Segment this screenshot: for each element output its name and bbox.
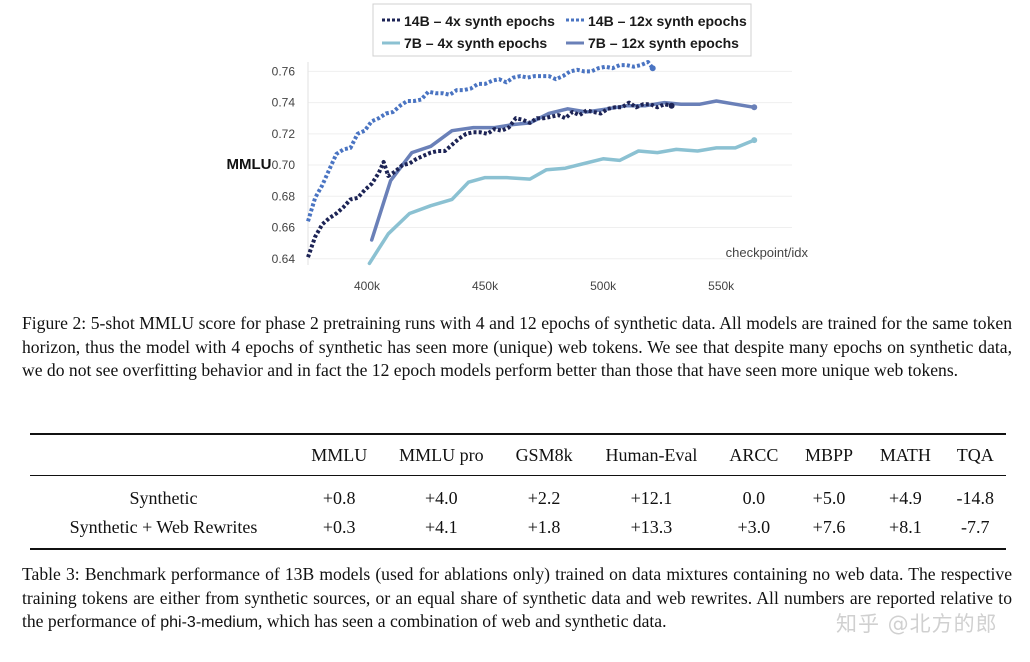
table-header-cell: GSM8k xyxy=(515,444,573,465)
series-7b-4x-line xyxy=(367,138,756,266)
table-cell: +5.0 xyxy=(812,488,846,508)
series-7b-12x-line xyxy=(369,99,756,242)
series-7b-12x-end-marker xyxy=(751,104,758,111)
x-axis-label: checkpoint/idx xyxy=(726,245,809,260)
series-14b-4x-line xyxy=(306,100,673,258)
mmlu-line-chart: 0.64 0.66 0.68 0.70 0.72 0.74 0.76 400k 450k 500k… xyxy=(0,0,1030,300)
table-row: Synthetic +0.8 +4.0 +2.2 +12.1 0.0 +5.0 … xyxy=(30,476,1006,514)
table-row-label: Synthetic + Web Rewrites xyxy=(69,517,258,537)
table-cell: +0.3 xyxy=(322,517,356,537)
x-tick-label: 550k xyxy=(708,279,735,293)
legend-label-14b-4x: 14B – 4x synth epochs xyxy=(404,13,555,29)
table-caption: Table 3: Benchmark performance of 13B mo… xyxy=(22,563,1012,635)
y-tick-label: 0.70 xyxy=(272,158,296,172)
x-tick-label: 450k xyxy=(472,279,499,293)
table-cell: -14.8 xyxy=(956,488,994,508)
table-cell: +4.1 xyxy=(425,517,458,537)
table-caption-text-start: Benchmark performance of 13B models (use… xyxy=(22,564,1013,631)
y-tick-label: 0.66 xyxy=(272,221,296,235)
chart-legend: 14B – 4x synth epochs 14B – 12x synth ep… xyxy=(372,3,752,57)
table-header-cell: MBPP xyxy=(804,444,854,465)
table-header-row: MMLU MMLU pro GSM8k Human-Eval ARCC MBPP… xyxy=(30,434,1006,476)
watermark: 知乎 @北方的郎 xyxy=(836,612,998,636)
series-14b-4x-end-marker xyxy=(668,102,675,109)
legend-label-7b-12x: 7B – 12x synth epochs xyxy=(588,35,739,51)
table-cell: -7.7 xyxy=(960,517,990,537)
table-header-cell: TQA xyxy=(956,444,994,465)
table-caption-text-end: , which has seen a combination of web an… xyxy=(258,611,667,631)
table-cell: +3.0 xyxy=(737,517,771,537)
table-cell: +1.8 xyxy=(527,517,561,537)
legend-box xyxy=(372,3,752,57)
table-header-empty xyxy=(30,434,297,476)
y-tick-label: 0.76 xyxy=(272,64,296,78)
figure-caption-text: 5-shot MMLU score for phase 2 pretrainin… xyxy=(22,313,1012,380)
chart-gridlines xyxy=(308,70,792,260)
table-header-cell: ARCC xyxy=(729,444,779,465)
y-axis-label: MMLU xyxy=(227,156,272,173)
table-cell: +0.8 xyxy=(322,488,356,508)
figure-caption-label: Figure 2: xyxy=(22,313,87,333)
y-tick-label: 0.64 xyxy=(272,252,296,266)
table-cell: +13.3 xyxy=(630,517,673,537)
x-tick-label: 400k xyxy=(354,279,381,293)
chart-canvas: 0.64 0.66 0.68 0.70 0.72 0.74 0.76 400k 450k 500k… xyxy=(227,3,809,293)
benchmark-table: MMLU MMLU pro GSM8k Human-Eval ARCC MBPP… xyxy=(30,433,1006,550)
table-caption-model-name: phi-3-medium xyxy=(160,614,259,631)
series-14b-12x-line xyxy=(306,60,655,222)
x-tick-label: 500k xyxy=(590,279,617,293)
series-14b-12x-end-marker xyxy=(649,65,656,72)
chart-series xyxy=(306,60,758,266)
series-7b-4x-end-marker xyxy=(751,137,758,144)
figure-caption: Figure 2: 5-shot MMLU score for phase 2 … xyxy=(22,312,1012,383)
legend-label-7b-4x: 7B – 4x synth epochs xyxy=(404,35,547,51)
y-tick-label: 0.72 xyxy=(272,127,296,141)
legend-label-14b-12x: 14B – 12x synth epochs xyxy=(588,13,747,29)
table-cell: +7.6 xyxy=(812,517,846,537)
y-tick-label: 0.68 xyxy=(272,189,296,203)
y-tick-label: 0.74 xyxy=(272,96,296,110)
table-header-cell: MATH xyxy=(879,444,931,465)
table-header-cell: MMLU xyxy=(311,444,368,465)
table-cell: +2.2 xyxy=(527,488,561,508)
table-row: Synthetic + Web Rewrites +0.3 +4.1 +1.8 … xyxy=(30,513,1006,549)
table-cell: +4.0 xyxy=(425,488,458,508)
table-header-cell: MMLU pro xyxy=(399,444,484,465)
table-row-label: Synthetic xyxy=(129,488,198,508)
table-cell: +8.1 xyxy=(889,517,922,537)
table-cell: 0.0 xyxy=(742,488,766,508)
table-caption-label: Table 3: xyxy=(22,564,80,584)
table-cell: +12.1 xyxy=(630,488,673,508)
table-cell: +4.9 xyxy=(889,488,922,508)
chart-axes: 0.64 0.66 0.68 0.70 0.72 0.74 0.76 400k 450k 500k… xyxy=(272,62,735,293)
table-header-cell: Human-Eval xyxy=(605,444,698,465)
